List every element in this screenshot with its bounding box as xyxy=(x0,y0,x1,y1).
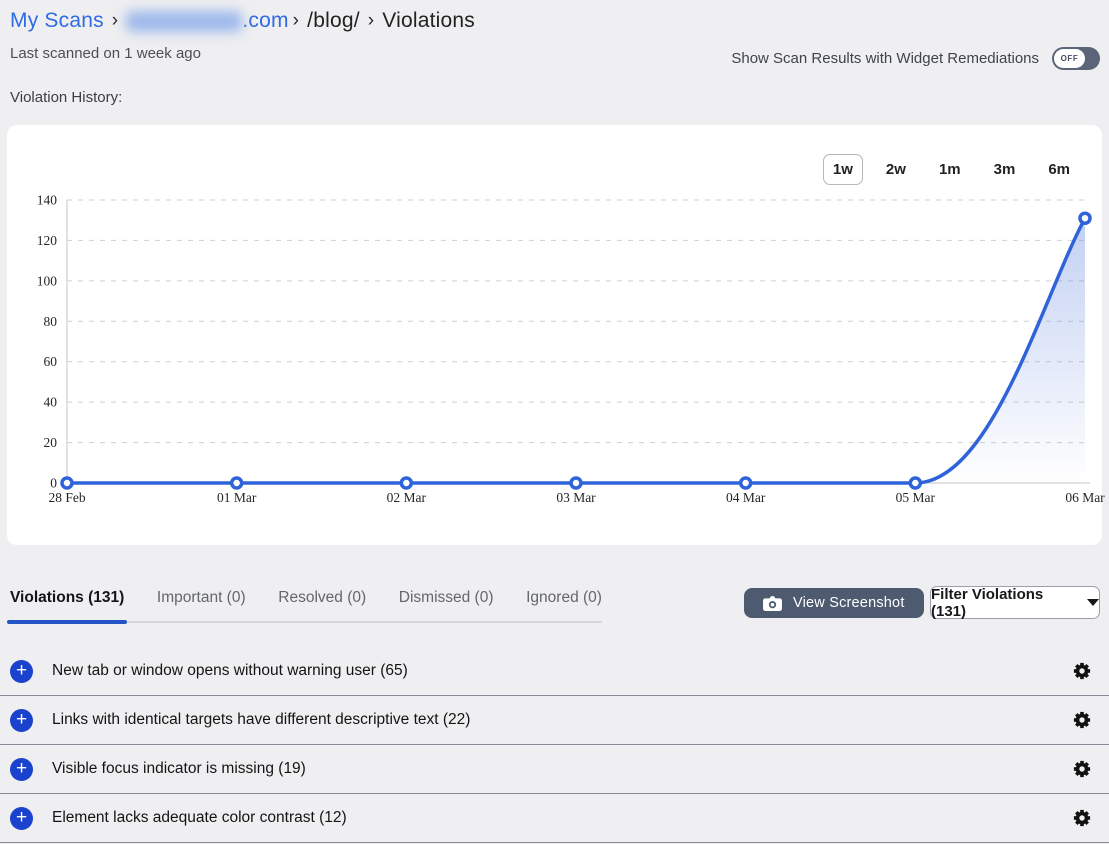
violation-row: + New tab or window opens without warnin… xyxy=(0,647,1109,696)
violation-history-label: Violation History: xyxy=(10,89,123,106)
violation-row: + Visible focus indicator is missing (19… xyxy=(0,745,1109,794)
filter-violations-dropdown[interactable]: Filter Violations (131) xyxy=(930,585,1100,620)
redacted-domain xyxy=(126,10,243,32)
expand-plus-icon[interactable]: + xyxy=(10,659,33,683)
remediation-toggle-row: Show Scan Results with Widget Remediatio… xyxy=(731,47,1100,70)
last-scanned-text: Last scanned on 1 week ago xyxy=(10,45,201,62)
svg-text:01 Mar: 01 Mar xyxy=(217,490,257,505)
view-screenshot-label: View Screenshot xyxy=(793,595,905,611)
svg-text:06 Mar: 06 Mar xyxy=(1065,490,1105,505)
violation-row: + Element lacks adequate color contrast … xyxy=(0,794,1109,843)
gear-icon[interactable] xyxy=(1073,711,1091,729)
range-button-2w[interactable]: 2w xyxy=(885,161,906,178)
violations-list: + New tab or window opens without warnin… xyxy=(0,647,1109,843)
svg-text:0: 0 xyxy=(50,476,57,491)
svg-text:60: 60 xyxy=(44,354,58,369)
tab-important[interactable]: Important (0) xyxy=(156,589,246,606)
toggle-knob[interactable]: OFF xyxy=(1054,49,1085,68)
svg-text:100: 100 xyxy=(37,273,58,288)
gear-icon[interactable] xyxy=(1073,662,1091,680)
gear-icon[interactable] xyxy=(1073,760,1091,778)
remediation-toggle-label: Show Scan Results with Widget Remediatio… xyxy=(731,50,1039,67)
range-button-6m[interactable]: 6m xyxy=(1048,161,1070,178)
range-button-1w[interactable]: 1w xyxy=(822,154,863,185)
svg-text:140: 140 xyxy=(37,193,58,208)
expand-plus-icon[interactable]: + xyxy=(10,757,33,781)
svg-text:80: 80 xyxy=(44,314,58,329)
breadcrumb-current-page: Violations xyxy=(382,9,475,32)
breadcrumb-path-segment[interactable]: /blog/ xyxy=(307,9,360,32)
expand-plus-icon[interactable]: + xyxy=(10,708,33,732)
tab-ignored[interactable]: Ignored (0) xyxy=(526,589,602,606)
svg-text:02 Mar: 02 Mar xyxy=(387,490,427,505)
violation-history-chart-card: 1w 2w 1m 3m 6m 0 20 40 60 80 100 120 140 28 Feb 0… xyxy=(7,125,1105,545)
violation-title: New tab or window opens without warning … xyxy=(52,662,408,679)
breadcrumb: My Scans › .com › /blog/ › Violations xyxy=(10,9,475,33)
tab-violations[interactable]: Violations (131) xyxy=(6,589,128,624)
svg-text:05 Mar: 05 Mar xyxy=(896,490,936,505)
remediation-toggle[interactable]: OFF xyxy=(1052,47,1100,70)
svg-text:20: 20 xyxy=(44,435,58,450)
breadcrumb-my-scans-link[interactable]: My Scans xyxy=(10,9,104,32)
svg-text:04 Mar: 04 Mar xyxy=(726,490,766,505)
svg-text:40: 40 xyxy=(44,395,58,410)
gear-icon[interactable] xyxy=(1073,809,1091,827)
violation-history-line-chart: 0 20 40 60 80 100 120 140 28 Feb 01 Mar 02 Mar 03 M… xyxy=(37,193,1105,506)
result-tabs: Violations (131) Important (0) Resolved … xyxy=(6,589,602,624)
filter-violations-label: Filter Violations (131) xyxy=(931,585,1044,620)
chevron-down-icon xyxy=(1087,599,1099,606)
tab-resolved[interactable]: Resolved (0) xyxy=(278,589,367,606)
violation-title: Element lacks adequate color contrast (1… xyxy=(52,809,347,826)
breadcrumb-domain-suffix[interactable]: .com xyxy=(242,9,289,32)
svg-text:03 Mar: 03 Mar xyxy=(556,490,596,505)
violation-title: Links with identical targets have differ… xyxy=(52,711,471,728)
camera-icon xyxy=(763,595,782,611)
chart-range-buttons: 1w 2w 1m 3m 6m xyxy=(822,154,1080,185)
svg-text:120: 120 xyxy=(37,233,58,248)
expand-plus-icon[interactable]: + xyxy=(10,806,33,830)
violation-title: Visible focus indicator is missing (19) xyxy=(52,760,306,777)
breadcrumb-separator: › xyxy=(367,10,375,31)
tab-dismissed[interactable]: Dismissed (0) xyxy=(398,589,494,606)
view-screenshot-button[interactable]: View Screenshot xyxy=(744,588,924,618)
violation-row: + Links with identical targets have diff… xyxy=(0,696,1109,745)
breadcrumb-separator: › xyxy=(111,10,119,31)
range-button-3m[interactable]: 3m xyxy=(993,161,1016,178)
breadcrumb-separator: › xyxy=(292,10,300,31)
svg-text:28 Feb: 28 Feb xyxy=(48,490,85,505)
range-button-1m[interactable]: 1m xyxy=(938,161,961,178)
